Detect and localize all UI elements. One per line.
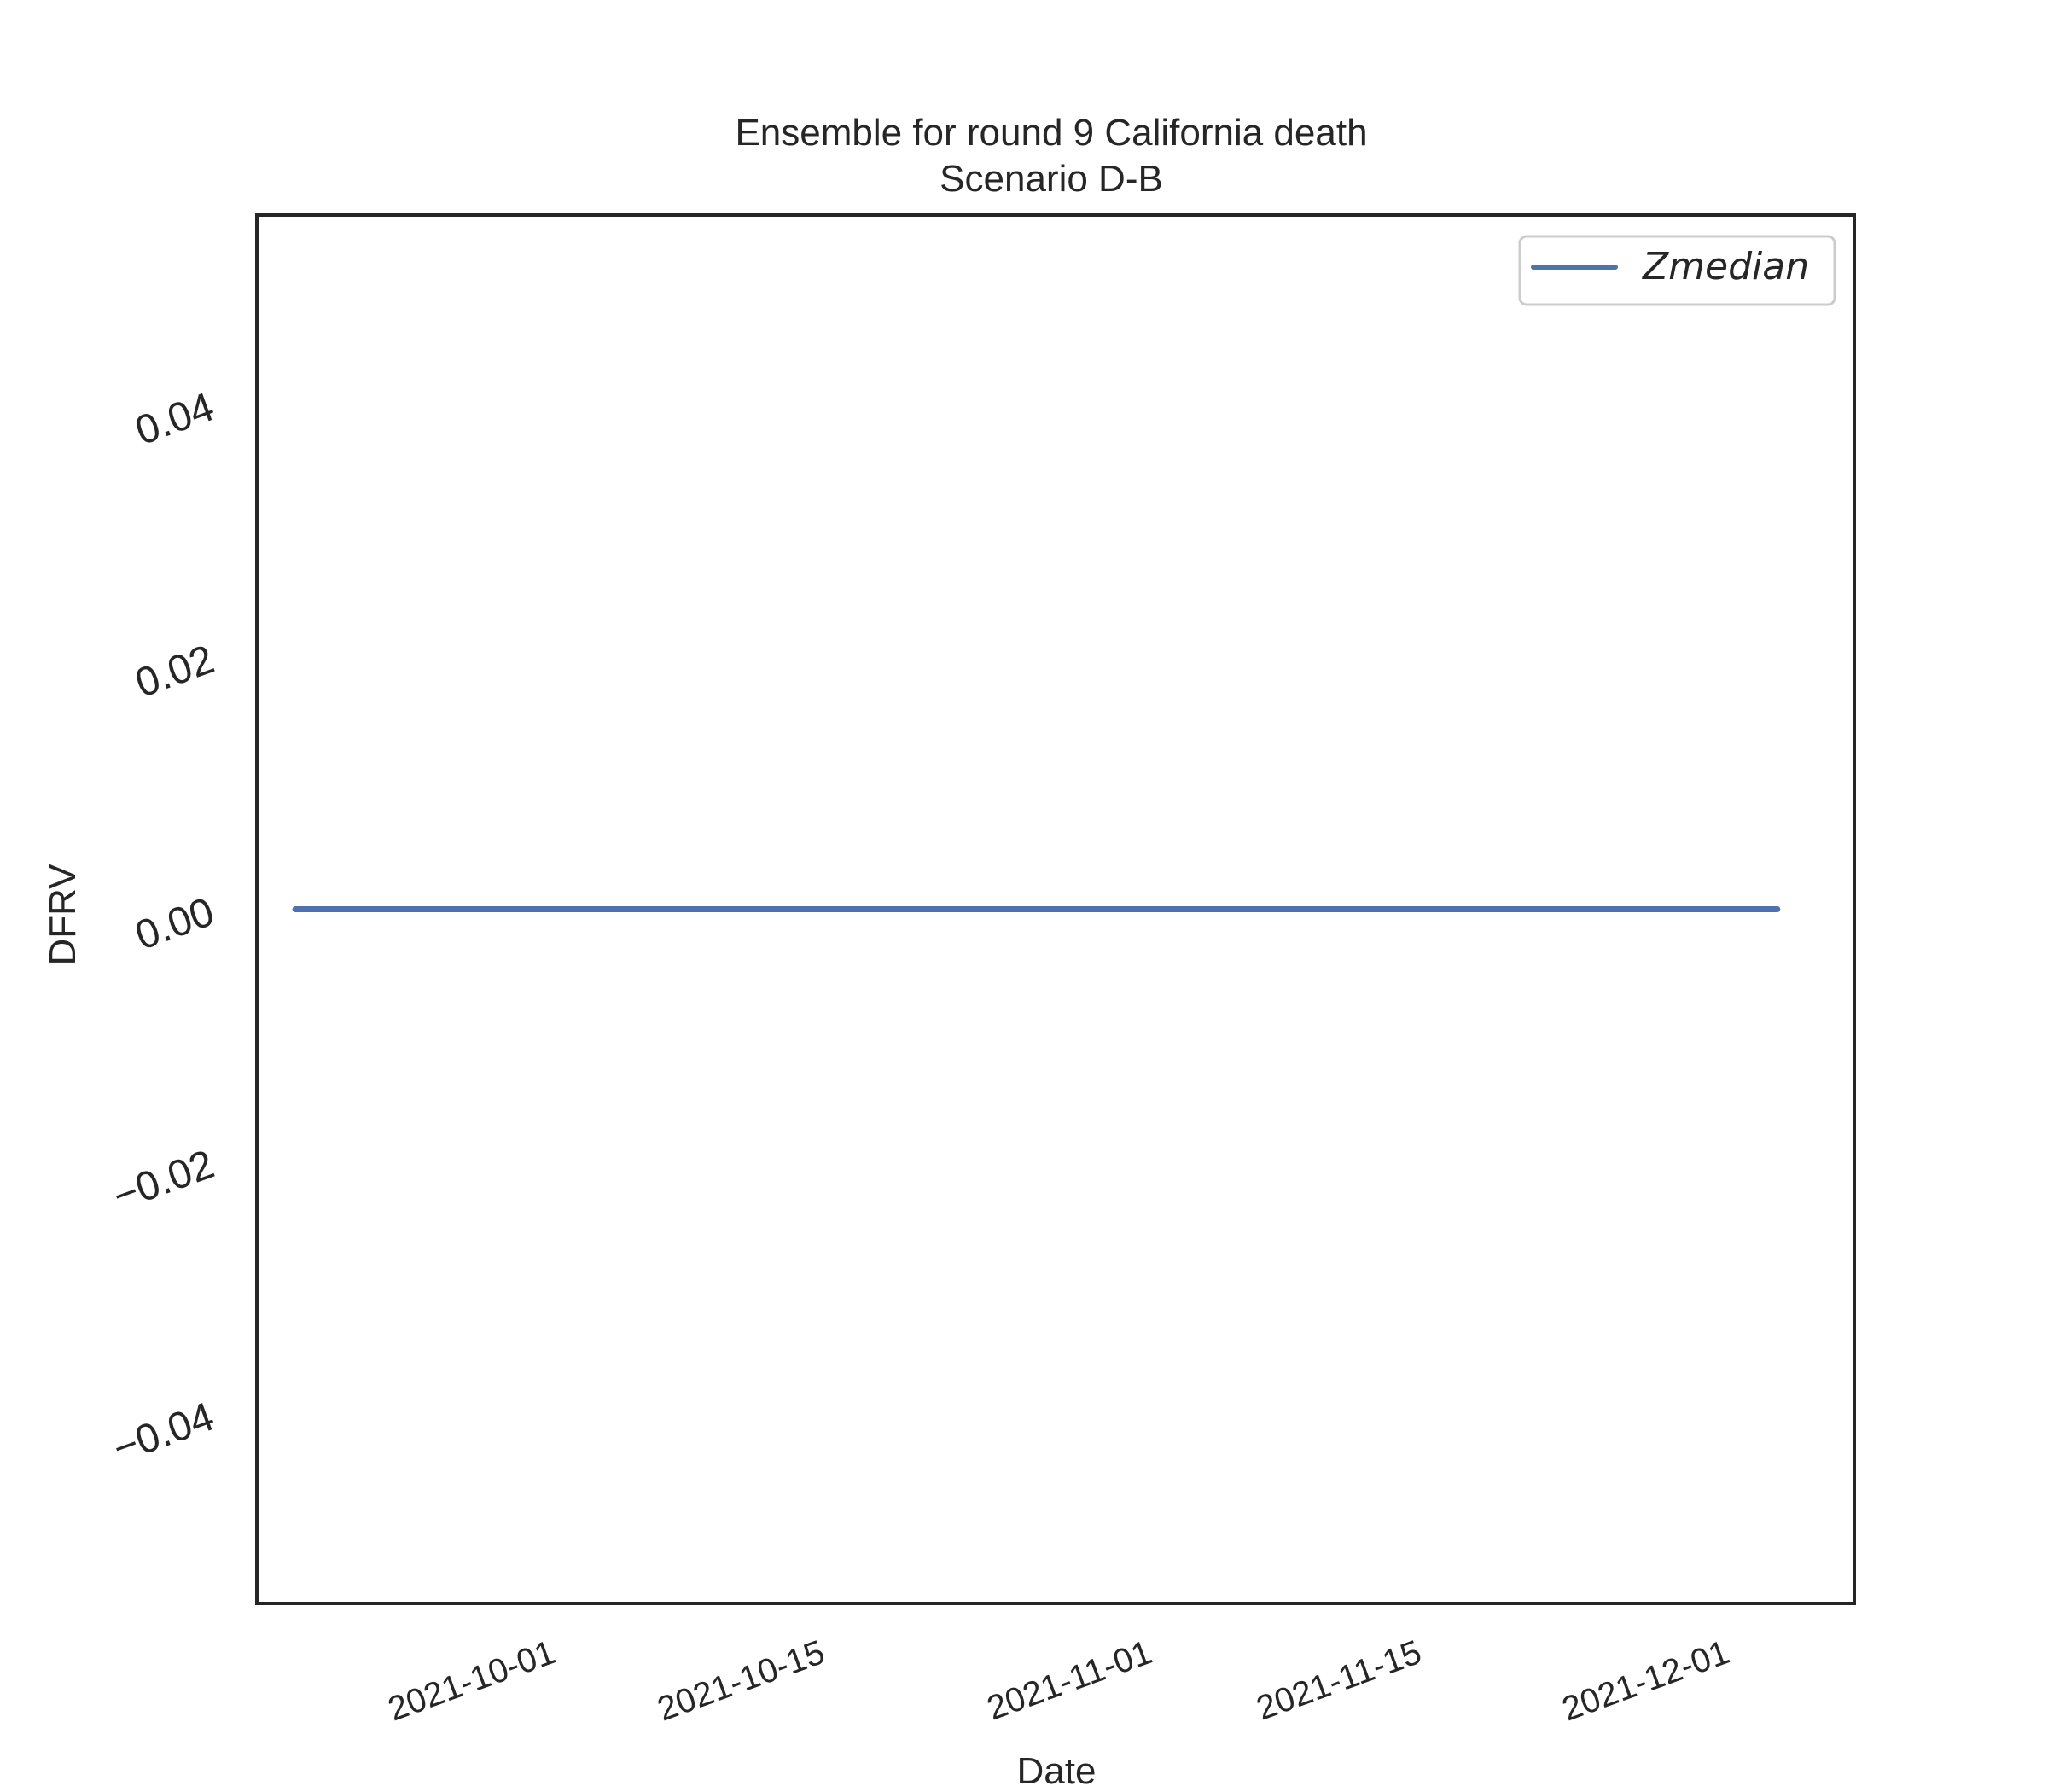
y-tick-label: 0.00	[130, 889, 220, 959]
legend-label-zmedian: Zmedian	[1642, 245, 1809, 288]
x-tick-label: 2021-10-01	[383, 1633, 560, 1728]
legend[interactable]: Zmedian	[1518, 235, 1836, 306]
y-tick-label: −0.04	[108, 1394, 220, 1472]
y-tick-labels: 0.04 0.02 0.00 −0.02 −0.04	[108, 384, 220, 1472]
x-tick-label: 2021-11-01	[982, 1633, 1157, 1727]
x-tick-label: 2021-10-15	[653, 1633, 829, 1728]
chart-title: Ensemble for round 9 California death	[735, 112, 1367, 154]
x-tick-label: 2021-12-01	[1557, 1633, 1734, 1728]
y-tick-label: 0.04	[130, 384, 220, 454]
y-axis-label: DFRV	[42, 864, 84, 966]
chart-subtitle: Scenario D-B	[940, 158, 1163, 200]
y-tick-label: −0.02	[108, 1142, 220, 1219]
legend-box	[1518, 235, 1836, 306]
x-tick-label: 2021-11-15	[1252, 1633, 1427, 1727]
x-tick-labels: 2021-10-01 2021-10-15 2021-11-01 2021-11-15…	[383, 1633, 1734, 1728]
x-axis-label: Date	[1017, 1750, 1097, 1792]
y-tick-label: 0.02	[130, 637, 220, 707]
